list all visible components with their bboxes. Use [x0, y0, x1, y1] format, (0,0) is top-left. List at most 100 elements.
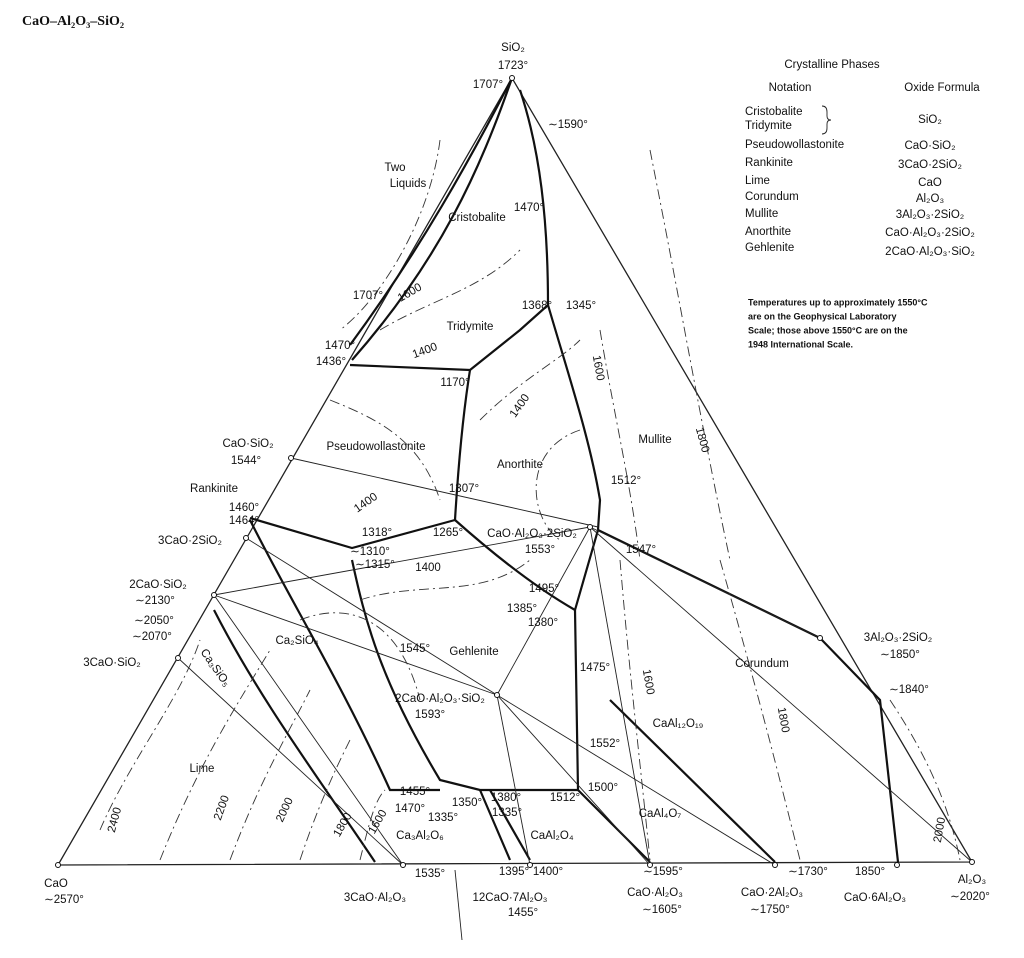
legend-name: Anorthite [745, 226, 791, 238]
diagram-label: CaO·6Al₂O₃ [844, 892, 907, 904]
legend-formula: CaO·Al₂O₃·2SiO₂ [885, 227, 975, 239]
diagram-label: 1470° [395, 803, 425, 815]
legend-formula: 2CaO·Al₂O₃·SiO₂ [885, 246, 975, 258]
diagram-label: 1553° [525, 544, 555, 556]
diagram-label: 1400 [415, 562, 441, 574]
diagram-label: 1512° [550, 792, 580, 804]
note-line: are on the Geophysical Laboratory [748, 311, 897, 321]
diagram-label: 1460° [229, 502, 259, 514]
diagram-label: 1395° [499, 866, 529, 878]
legend-formula: SiO₂ [918, 114, 942, 126]
diagram-label: 1455° [508, 907, 538, 919]
diagram-label: 1707° [353, 290, 383, 302]
diagram-label: 12CaO·7Al₂O₃ [473, 892, 548, 904]
diagram-label: 1600 [640, 668, 656, 695]
diagram-label: Gehlenite [449, 646, 498, 658]
legend-column: Notation [769, 82, 812, 94]
diagram-label: Pseudowollastonite [326, 441, 425, 453]
diagram-label: 1800 [693, 426, 711, 454]
compound-points [55, 75, 975, 868]
legend-brace [821, 105, 832, 135]
legend-formula: 3CaO·2SiO₂ [898, 159, 962, 171]
diagram-label: ∼1840° [889, 684, 929, 696]
diagram-label: Mullite [638, 434, 671, 446]
diagram-label: 2000 [932, 816, 948, 843]
legend-formula: 3Al₂O₃·2SiO₂ [896, 209, 965, 221]
legend-name: Lime [745, 175, 770, 187]
legend-name: Cristobalite [745, 106, 803, 118]
diagram-label: 1593° [415, 709, 445, 721]
join-lines [177, 457, 973, 866]
diagram-label: 2CaO·SiO₂ [129, 579, 187, 591]
diagram-label: 3Al₂O₃·2SiO₂ [864, 632, 933, 644]
diagram-label: ∼1605° [642, 904, 682, 916]
diagram-label: CaO [44, 878, 68, 890]
legend-name: Pseudowollastonite [745, 139, 844, 151]
diagram-label: 1600 [590, 354, 606, 381]
diagram-label: ∼1730° [788, 866, 828, 878]
diagram-label: 1707° [473, 79, 503, 91]
legend-name: Corundum [745, 191, 799, 203]
diagram-label: ∼1310° [350, 546, 390, 558]
diagram-label: ∼2070° [132, 631, 172, 643]
diagram-label: 1547° [626, 544, 656, 556]
diagram-label: ∼1750° [750, 904, 790, 916]
diagram-label: 1400° [533, 866, 563, 878]
diagram-label: 1464° [229, 515, 259, 527]
note-line: Temperatures up to approximately 1550°C [748, 297, 928, 307]
diagram-label: CaAl₄O₇ [639, 808, 682, 820]
diagram-label: 1495° [529, 583, 559, 595]
diagram-label: 1723° [498, 60, 528, 72]
legend-name: Gehlenite [745, 242, 794, 254]
diagram-label: 1512° [611, 475, 641, 487]
diagram-label: 1400 [508, 392, 533, 420]
diagram-label: 1307° [449, 483, 479, 495]
diagram-label: 1368° [522, 300, 552, 312]
diagram-label: CaO·Al₂O₃·2SiO₂ [487, 528, 577, 540]
legend-formula: CaO·SiO₂ [904, 140, 955, 152]
diagram-label: 1335° [428, 812, 458, 824]
diagram-label: Tridymite [447, 321, 494, 333]
diagram-label: 1400 [411, 341, 439, 361]
diagram-label: CaAl₂O₄ [530, 830, 573, 842]
diagram-label: 1535° [415, 868, 445, 880]
diagram-label: 1170° [440, 377, 469, 389]
diagram-label: 3CaO·Al₂O₃ [344, 892, 407, 904]
diagram-label: 3CaO·SiO₂ [83, 657, 141, 669]
diagram-label: Anorthite [497, 459, 543, 471]
note-line: 1948 International Scale. [748, 339, 853, 349]
leader-line [454, 869, 463, 941]
diagram-label: Two [384, 162, 405, 174]
isotherms [99, 139, 961, 861]
diagram-label: 1436° [316, 356, 346, 368]
legend-formula: CaO [918, 177, 942, 189]
diagram-label: 1800 [775, 706, 791, 733]
diagram-label: SiO₂ [501, 42, 525, 54]
diagram-label: 1552° [590, 738, 620, 750]
diagram-label: Rankinite [190, 483, 238, 495]
diagram-label: 1335° [492, 807, 522, 819]
diagram-label: ∼2570° [44, 894, 84, 906]
diagram-label: 1600 [366, 808, 389, 836]
diagram-label: 1545° [400, 643, 430, 655]
diagram-label: ∼1315° [355, 559, 395, 571]
diagram-label: 2CaO·Al₂O₃·SiO₂ [395, 693, 485, 705]
diagram-label: 1475° [580, 662, 610, 674]
diagram-title: CaO–Al₂O₃–SiO₂ [22, 14, 124, 29]
diagram-label: 1470° [514, 202, 544, 214]
diagram-label: 1318° [362, 527, 392, 539]
diagram-label: ∼1850° [880, 649, 920, 661]
diagram-label: Al₂O₃ [958, 874, 987, 886]
diagram-label: Ca₃SiO₅ [198, 647, 233, 690]
diagram-label: ∼2020° [950, 891, 990, 903]
diagram-label: CaO·2Al₂O₃ [741, 887, 804, 899]
legend-name: Mullite [745, 208, 778, 220]
diagram-label: Lime [190, 763, 215, 775]
diagram-label: Ca₃Al₂O₆ [396, 830, 444, 842]
diagram-label: 3CaO·2SiO₂ [158, 535, 222, 547]
diagram-label: 1380° [491, 792, 521, 804]
legend-name: Tridymite [745, 120, 792, 132]
legend-formula: Al₂O₃ [916, 193, 945, 205]
